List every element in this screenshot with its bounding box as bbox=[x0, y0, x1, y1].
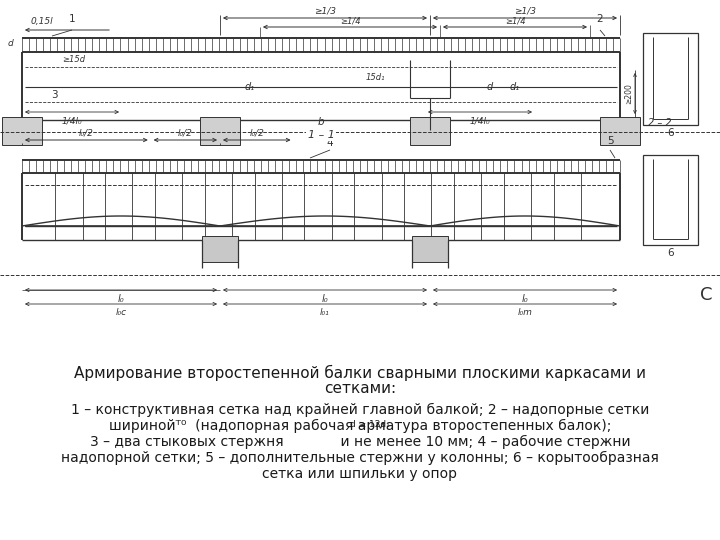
Text: 3: 3 bbox=[50, 90, 58, 100]
Text: ширинойᵀ⁰  (надопорная рабочая арматура второстепенных балок);: ширинойᵀ⁰ (надопорная рабочая арматура в… bbox=[109, 420, 611, 434]
Text: 0,15l: 0,15l bbox=[31, 17, 53, 26]
Bar bbox=[643, 155, 698, 245]
Text: d ≥ 12d₁: d ≥ 12d₁ bbox=[350, 420, 390, 429]
Text: 5: 5 bbox=[607, 136, 613, 146]
Text: 3 – два стыковых стержня             и не менее 10 мм; 4 – рабочие стержни: 3 – два стыковых стержня и не менее 10 м… bbox=[90, 435, 630, 449]
Bar bbox=[412, 236, 448, 262]
Bar bbox=[410, 117, 450, 145]
Bar bbox=[600, 117, 640, 145]
Text: l₀m: l₀m bbox=[518, 308, 532, 317]
Text: b: b bbox=[318, 117, 324, 127]
Bar bbox=[2, 117, 42, 145]
Text: 1 – конструктивная сетка над крайней главной балкой; 2 – надопорные сетки: 1 – конструктивная сетка над крайней гла… bbox=[71, 403, 649, 417]
Text: d₁: d₁ bbox=[245, 82, 255, 92]
Text: ≥1/3: ≥1/3 bbox=[314, 6, 336, 15]
Bar bbox=[643, 33, 698, 125]
Text: 6: 6 bbox=[667, 248, 674, 258]
Text: ≥200: ≥200 bbox=[624, 83, 633, 104]
Text: 1/4l₀: 1/4l₀ bbox=[469, 117, 490, 126]
Text: надопорной сетки; 5 – дополнительные стержни у колонны; 6 – корытообразная: надопорной сетки; 5 – дополнительные сте… bbox=[61, 451, 659, 465]
Text: ≥1/3: ≥1/3 bbox=[514, 6, 536, 15]
Text: d: d bbox=[7, 38, 13, 48]
Text: 1/4l₀: 1/4l₀ bbox=[62, 117, 82, 126]
Text: C: C bbox=[700, 286, 712, 304]
Text: 2 – 2: 2 – 2 bbox=[648, 118, 672, 128]
Text: 2: 2 bbox=[597, 14, 603, 24]
Bar bbox=[202, 236, 238, 262]
Text: l₀₁: l₀₁ bbox=[320, 308, 330, 317]
Text: l₀/2: l₀/2 bbox=[79, 128, 94, 137]
Text: Армирование второстепенной балки сварными плоскими каркасами и: Армирование второстепенной балки сварным… bbox=[74, 365, 646, 381]
Text: ≥1/4: ≥1/4 bbox=[505, 16, 526, 25]
Text: d₁: d₁ bbox=[510, 82, 520, 92]
Text: ≥15d: ≥15d bbox=[62, 55, 85, 64]
Text: l₀: l₀ bbox=[322, 294, 328, 304]
Text: l₀: l₀ bbox=[117, 294, 125, 304]
Text: l₀: l₀ bbox=[522, 294, 528, 304]
Text: сетка или шпильки у опор: сетка или шпильки у опор bbox=[263, 468, 457, 481]
Bar bbox=[200, 117, 240, 145]
Text: сетками:: сетками: bbox=[324, 381, 396, 396]
Text: l₀/2: l₀/2 bbox=[249, 128, 264, 137]
Text: 4: 4 bbox=[327, 138, 333, 148]
Text: 6: 6 bbox=[667, 128, 674, 138]
Text: 15d₁: 15d₁ bbox=[365, 73, 384, 82]
Text: l₀c: l₀c bbox=[115, 308, 127, 317]
Text: 1 – 1: 1 – 1 bbox=[307, 130, 334, 140]
Text: ≥1/4: ≥1/4 bbox=[340, 16, 360, 25]
Text: l₀/2: l₀/2 bbox=[178, 128, 193, 137]
Text: d: d bbox=[487, 82, 493, 92]
Text: 1: 1 bbox=[68, 14, 76, 24]
